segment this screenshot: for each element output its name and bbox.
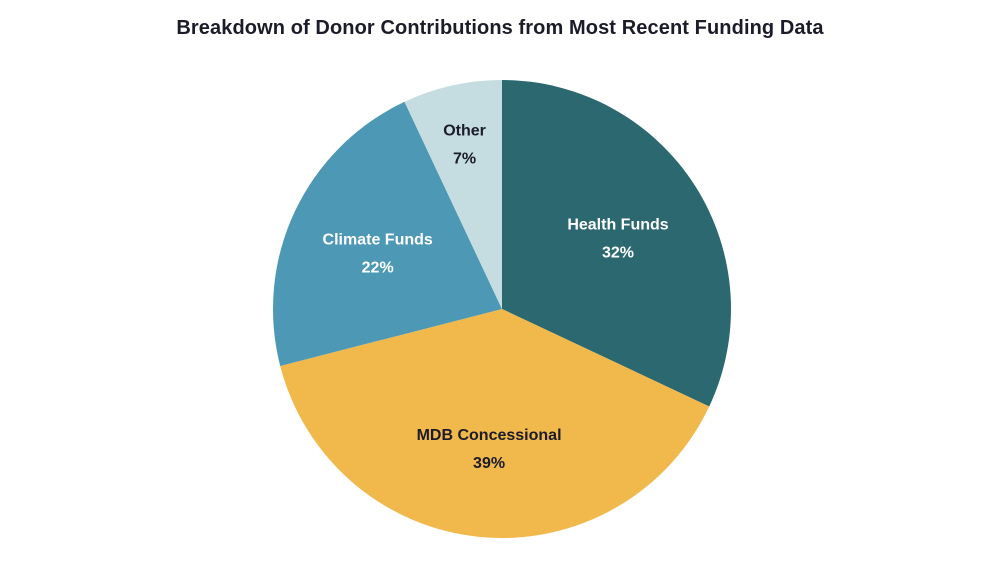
- pie-slice-mdb-concessional: [280, 309, 710, 538]
- slice-value-other: 7%: [453, 150, 476, 167]
- pie-slice-climate-funds: [273, 101, 502, 366]
- slice-label-other: Other: [443, 122, 486, 139]
- slice-label-climate-funds: Climate Funds: [323, 231, 433, 248]
- slice-value-health-funds: 32%: [602, 244, 634, 261]
- chart-title: Breakdown of Donor Contributions from Mo…: [176, 17, 824, 39]
- slice-label-health-funds: Health Funds: [567, 216, 668, 233]
- slice-label-mdb-concessional: MDB Concessional: [417, 427, 562, 444]
- pie-slice-health-funds: [502, 80, 731, 407]
- pie-slice-other: [404, 80, 502, 309]
- slice-value-mdb-concessional: 39%: [473, 455, 505, 472]
- slice-value-climate-funds: 22%: [362, 259, 394, 276]
